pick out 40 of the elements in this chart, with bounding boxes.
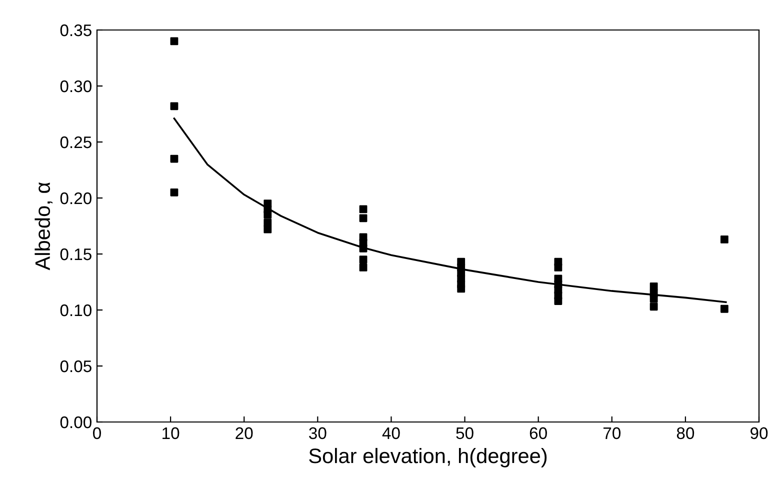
point [554, 297, 562, 305]
x-tick-label: 50 [456, 427, 474, 440]
point [359, 263, 368, 272]
point [264, 218, 272, 227]
y-tick-label: 0.05 [60, 360, 92, 372]
x-tick-label: 70 [603, 427, 621, 440]
y-axis-title: Albedo, α [34, 182, 52, 270]
y-tick-label: 0.20 [60, 192, 92, 204]
y-tick-label: 0.30 [60, 80, 92, 92]
point [359, 205, 368, 214]
y-tick-label: 0.25 [60, 136, 92, 148]
line-series [173, 118, 727, 304]
point [170, 37, 178, 46]
point [170, 154, 178, 163]
x-tick-label: 60 [530, 427, 547, 440]
y-tick-label: 0.00 [60, 416, 92, 428]
point [554, 263, 562, 272]
point [720, 304, 728, 313]
point [170, 102, 178, 110]
point [170, 188, 178, 196]
point [264, 210, 272, 219]
y-tick-label: 0.15 [60, 248, 92, 260]
point [264, 225, 272, 234]
x-tick-label: 30 [309, 427, 326, 440]
x-axis-title: Solar elevation, h(degree) [309, 448, 547, 468]
y-tick-label: 0.10 [60, 304, 92, 316]
point [457, 284, 466, 293]
point [720, 235, 728, 244]
point [359, 244, 368, 252]
x-tick-label: 80 [676, 427, 694, 440]
x-tick-label: 20 [236, 427, 253, 440]
x-tick-label: 0 [93, 427, 101, 440]
point [650, 294, 658, 303]
point [359, 214, 368, 222]
y-tick-label: 0.35 [60, 24, 92, 36]
point [650, 302, 658, 311]
x-tick-label: 40 [382, 427, 400, 440]
point [359, 256, 368, 264]
x-tick-label: 10 [162, 427, 180, 440]
x-tick-label: 90 [750, 427, 768, 440]
